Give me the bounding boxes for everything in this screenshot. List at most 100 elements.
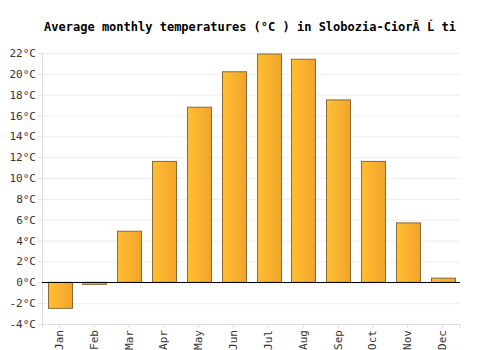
title: Average monthly temperatures (°C ) in Sl… [44,19,456,34]
bar [118,231,142,282]
y-tick: 8°C [16,193,42,206]
grid-line [42,220,460,221]
y-tick-mark [38,74,42,75]
x-tick: Sep [332,324,345,350]
x-tick: Mar [123,324,136,350]
y-tick: -4°C [10,318,43,331]
x-tick-mark [233,324,234,328]
x-tick-mark [268,324,269,328]
y-tick-mark [38,261,42,262]
bar [153,161,177,282]
y-tick-mark [38,282,42,283]
x-tick: Jul [262,324,275,350]
bar [362,161,386,282]
x-tick-label: Feb [88,330,101,350]
y-tick: 20°C [10,68,43,81]
y-tick-label: 8°C [16,193,36,206]
x-tick: Jun [227,324,240,350]
x-tick: Oct [366,324,379,350]
bar [223,72,247,283]
bar [327,100,351,282]
y-tick-mark [38,95,42,96]
zero-line [42,282,460,283]
y-axis-line [38,54,43,325]
y-tick-mark [38,324,42,325]
x-tick-label: Jul [262,330,275,350]
y-tick: 16°C [10,110,43,123]
y-tick: 6°C [16,214,42,227]
bars [49,54,456,308]
y-tick: 4°C [16,235,42,248]
x-tick-label: Mar [123,330,136,350]
x-tick-mark [442,324,443,328]
bar [258,54,282,282]
y-tick-label: -4°C [10,318,37,331]
y-tick-label: 4°C [16,235,36,248]
grid-line [42,116,460,117]
y-tick-label: 22°C [10,47,37,60]
x-tick-mark [303,324,304,328]
y-tick-label: 14°C [10,130,37,143]
y-tick-label: 2°C [16,255,36,268]
grid-line [42,95,460,96]
x-tick-mark [94,324,95,328]
x-tick-mark [407,324,408,328]
bar [188,107,212,282]
y-axis: -4°C -2°C 0°C 2°C 4°C 6°C 8°C 10°C 12°C 14°C 16°C 1… [10,47,43,331]
bar [49,282,73,308]
grid-line [42,178,460,179]
y-tick: 22°C [10,47,43,60]
x-tick-label: Dec [436,330,449,350]
x-tick-mark [129,324,130,328]
y-tick-label: 20°C [10,68,37,81]
x-tick-label: Aug [297,330,310,350]
y-tick: 2°C [16,255,42,268]
x-tick-mark [372,324,373,328]
x-tick-label: Oct [366,330,379,350]
bar [292,59,316,282]
grid [42,54,460,325]
y-tick-label: 10°C [10,172,37,185]
y-tick: -2°C [10,297,43,310]
x-tick: Aug [297,324,310,350]
grid-line [42,74,460,75]
x-tick-mark [59,324,60,328]
x-tick: May [192,324,205,350]
y-tick-mark [38,303,42,304]
x-tick-label: Jun [227,330,240,350]
x-tick-label: Apr [157,330,170,350]
y-tick: 10°C [10,172,43,185]
y-tick-mark [38,241,42,242]
grid-line [42,53,460,54]
x-tick-label: Sep [332,330,345,350]
y-tick-label: 0°C [16,276,36,289]
y-tick-label: 6°C [16,214,36,227]
x-tick-label: May [192,330,205,350]
grid-line [42,157,460,158]
chart: Average monthly temperatures (°C ) in Sl… [0,0,500,350]
y-tick: 14°C [10,130,43,143]
x-tick-label: Jan [53,330,66,350]
y-tick: 12°C [10,151,43,164]
y-tick: 0°C [16,276,42,289]
x-tick: Apr [157,324,170,350]
x-tick: Dec [436,324,449,350]
y-tick-mark [38,220,42,221]
y-tick-label: 12°C [10,151,37,164]
x-tick-mark [163,324,164,328]
y-tick-mark [38,178,42,179]
y-tick-label: -2°C [10,297,37,310]
grid-line [42,136,460,137]
y-tick: 18°C [10,89,43,102]
x-tick-mark [198,324,199,328]
y-tick-mark [38,199,42,200]
y-tick-mark [38,116,42,117]
bar [432,278,456,282]
y-tick-mark [38,53,42,54]
y-tick-label: 16°C [10,110,37,123]
x-tick: Feb [88,324,101,350]
y-tick-mark [38,136,42,137]
grid-line [42,303,460,304]
y-tick-label: 18°C [10,89,37,102]
y-tick-mark [38,157,42,158]
